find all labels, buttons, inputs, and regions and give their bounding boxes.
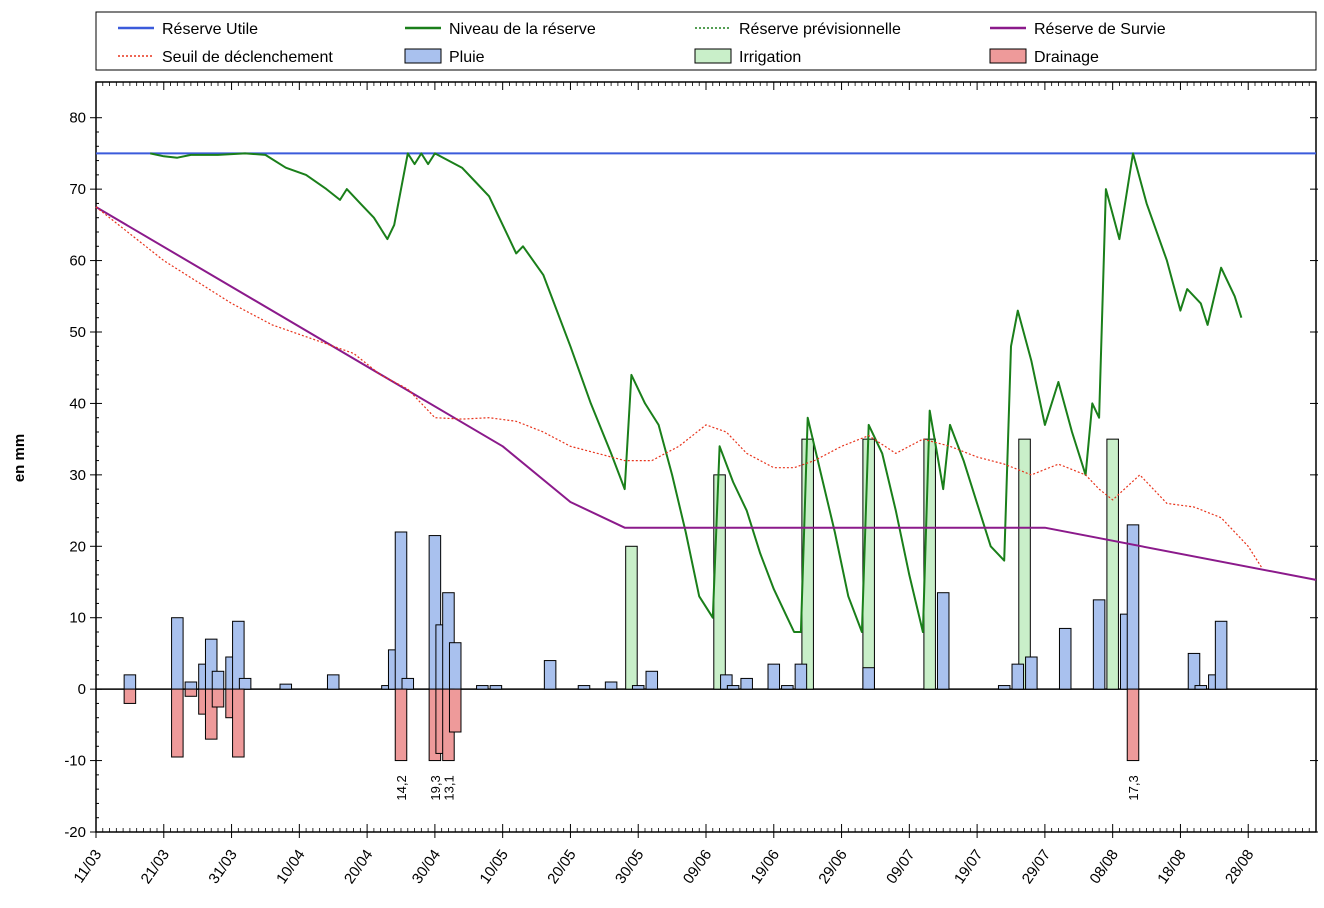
legend-label: Drainage bbox=[1034, 49, 1099, 66]
pluie-bar bbox=[543, 660, 557, 690]
drainage-bar bbox=[123, 688, 137, 704]
pluie-bar bbox=[1058, 627, 1072, 690]
irrigation-bar bbox=[713, 474, 726, 690]
pluie-bar bbox=[1011, 663, 1025, 690]
drainage-value-label: 13,1 bbox=[441, 775, 456, 800]
pluie-bar bbox=[1194, 685, 1208, 690]
bars bbox=[123, 438, 1228, 762]
pluie-bar bbox=[936, 592, 950, 690]
drainage-bar bbox=[1126, 688, 1140, 762]
legend-label: Irrigation bbox=[739, 49, 801, 66]
legend-swatch bbox=[989, 48, 1027, 64]
pluie-bar bbox=[726, 685, 740, 690]
y-tick-label: 50 bbox=[69, 324, 86, 341]
drainage-bar bbox=[171, 688, 184, 758]
pluie-bar bbox=[394, 531, 408, 690]
pluie-bar bbox=[448, 642, 462, 690]
y-tick-label: 70 bbox=[69, 181, 86, 198]
y-tick-label: 0 bbox=[78, 681, 86, 698]
pluie-bar bbox=[781, 685, 794, 690]
pluie-bar bbox=[184, 681, 198, 690]
reserve-survie-line bbox=[95, 206, 1317, 581]
drainage-bar bbox=[204, 688, 218, 740]
drainage-value-label: 17,3 bbox=[1126, 775, 1141, 800]
pluie-bar bbox=[279, 683, 293, 690]
legend: Réserve Utile Niveau de la réserve Réserve… bbox=[95, 11, 1317, 71]
pluie-bar bbox=[1092, 599, 1106, 690]
pluie-bar bbox=[476, 685, 489, 690]
irrigation-bar bbox=[1106, 438, 1119, 690]
pluie-bar bbox=[794, 663, 808, 690]
y-tick-label: -10 bbox=[64, 753, 86, 770]
pluie-bar bbox=[720, 674, 733, 690]
y-tick-label: 80 bbox=[69, 110, 86, 127]
pluie-bar bbox=[123, 674, 137, 690]
y-tick-label: 30 bbox=[69, 467, 86, 484]
pluie-bar bbox=[997, 685, 1011, 690]
pluie-bar bbox=[401, 677, 415, 690]
drainage-labels: 14,2 19,313,1 17,3 bbox=[394, 775, 1141, 800]
pluie-bar bbox=[1214, 620, 1228, 690]
y-tick-label: -20 bbox=[64, 824, 86, 841]
irrigation-bar bbox=[625, 545, 638, 690]
pluie-bar bbox=[604, 681, 618, 690]
drainage-value-label: 14,2 bbox=[394, 775, 409, 800]
legend-label: Réserve de Survie bbox=[1034, 21, 1166, 38]
drainage-bar bbox=[394, 688, 408, 762]
pluie-bar bbox=[238, 677, 252, 690]
pluie-bar bbox=[1025, 656, 1038, 690]
pluie-bar bbox=[862, 667, 875, 690]
pluie-bar bbox=[577, 685, 591, 690]
drainage-bar bbox=[448, 688, 462, 733]
legend-label: Réserve prévisionnelle bbox=[739, 21, 901, 38]
legend-swatch bbox=[694, 48, 732, 64]
pluie-bar bbox=[767, 663, 781, 690]
drainage-bar bbox=[184, 688, 198, 697]
pluie-bar bbox=[1126, 524, 1140, 690]
drainage-bar bbox=[232, 688, 245, 758]
pluie-bar bbox=[326, 674, 340, 690]
legend-label: Réserve Utile bbox=[162, 21, 258, 38]
legend-label: Niveau de la réserve bbox=[449, 21, 596, 38]
legend-label: Pluie bbox=[449, 49, 485, 66]
series-lines bbox=[95, 152, 1317, 633]
irrigation-bar bbox=[1018, 438, 1031, 690]
pluie-bar bbox=[211, 670, 225, 690]
pluie-bar bbox=[631, 685, 645, 690]
pluie-bar bbox=[171, 617, 184, 690]
legend-label: Seuil de déclenchement bbox=[162, 49, 333, 66]
y-axis-label: en mm bbox=[11, 434, 28, 482]
y-tick-label: 40 bbox=[69, 395, 86, 412]
legend-swatch bbox=[404, 48, 442, 64]
y-tick-label: 20 bbox=[69, 538, 86, 555]
y-tick-label: 10 bbox=[69, 610, 86, 627]
pluie-bar bbox=[740, 677, 753, 690]
pluie-bar bbox=[489, 685, 503, 690]
drainage-bar bbox=[211, 688, 225, 708]
drainage-value-label: 19,3 bbox=[428, 775, 443, 800]
pluie-bar bbox=[1187, 652, 1201, 690]
pluie-bar bbox=[645, 670, 659, 690]
y-tick-label: 60 bbox=[69, 253, 86, 270]
